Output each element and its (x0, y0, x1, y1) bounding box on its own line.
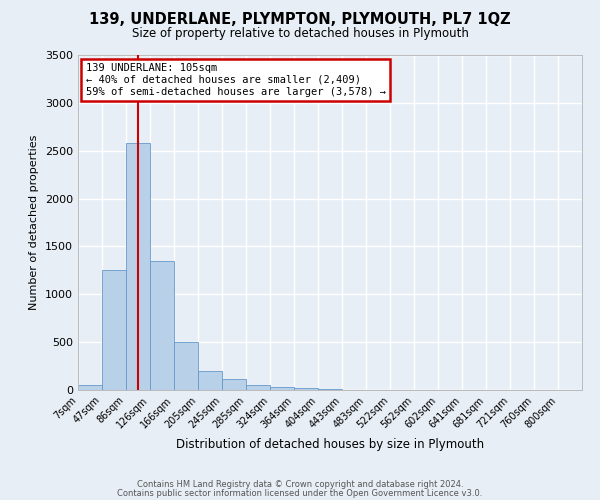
Bar (294, 388, 318, 390)
Bar (270, 387, 294, 390)
Bar (102, 270, 126, 390)
X-axis label: Distribution of detached houses by size in Plymouth: Distribution of detached houses by size … (176, 438, 484, 451)
Bar (222, 380, 246, 390)
Text: 139 UNDERLANE: 105sqm
← 40% of detached houses are smaller (2,409)
59% of semi-d: 139 UNDERLANE: 105sqm ← 40% of detached … (86, 64, 386, 96)
Text: Contains public sector information licensed under the Open Government Licence v3: Contains public sector information licen… (118, 488, 482, 498)
Bar (126, 143, 150, 390)
Bar (318, 389, 342, 390)
Y-axis label: Number of detached properties: Number of detached properties (29, 135, 40, 310)
Bar (150, 261, 174, 390)
Bar (246, 385, 270, 390)
Bar (198, 371, 222, 390)
Bar (174, 342, 198, 390)
Text: Size of property relative to detached houses in Plymouth: Size of property relative to detached ho… (131, 28, 469, 40)
Text: 139, UNDERLANE, PLYMPTON, PLYMOUTH, PL7 1QZ: 139, UNDERLANE, PLYMPTON, PLYMOUTH, PL7 … (89, 12, 511, 28)
Bar (78, 384, 102, 390)
Text: Contains HM Land Registry data © Crown copyright and database right 2024.: Contains HM Land Registry data © Crown c… (137, 480, 463, 489)
